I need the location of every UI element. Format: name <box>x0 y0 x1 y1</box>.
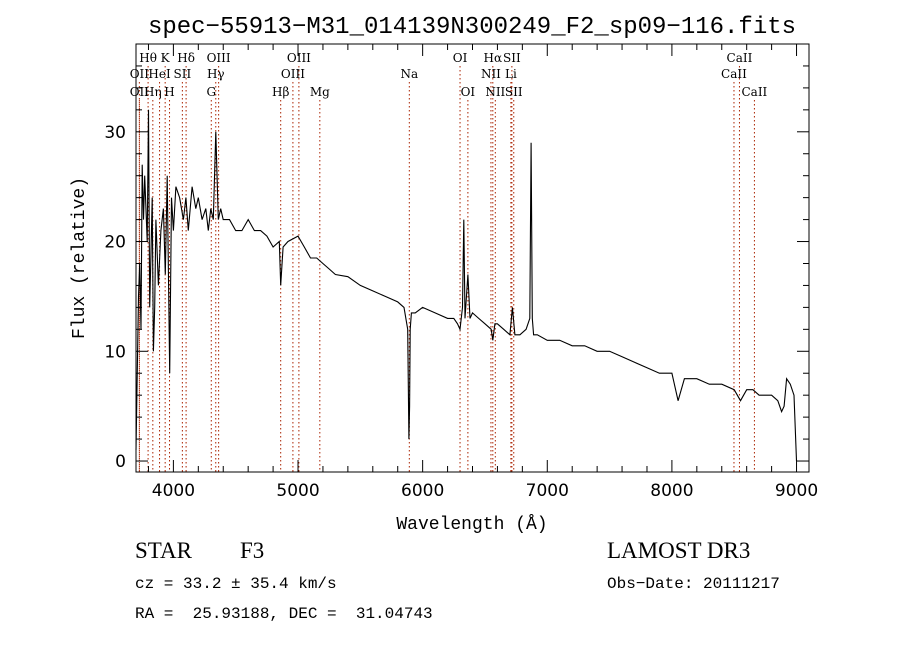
redshift-cz: cz = 33.2 ± 35.4 km/s <box>135 575 337 593</box>
spectral-line-label-12: Hβ <box>272 85 289 99</box>
spectral-line-label-20: NII <box>481 67 501 81</box>
x-tick-label: 8000 <box>650 481 693 501</box>
spectral-line-label-9: OIII <box>207 51 231 65</box>
survey-name: LAMOST DR3 <box>607 538 751 563</box>
spectral-line-label-7: Hδ <box>177 51 195 65</box>
plot-frame <box>135 43 810 473</box>
object-subclass: F3 <box>240 538 265 563</box>
spectral-line-label-6: H <box>164 85 174 99</box>
y-tick-label: 10 <box>104 342 126 362</box>
spectral-line-label-11: G <box>206 85 216 99</box>
x-tick-label: 5000 <box>276 481 319 501</box>
ra-dec-coordinates: RA = 25.93188, DEC = 31.04743 <box>135 605 433 623</box>
spectral-line-label-23: Li <box>505 67 517 81</box>
spectral-line-label-5: HeI <box>148 67 171 81</box>
spectral-line-label-26: CaII <box>721 67 747 81</box>
spectral-line-label-27: CaII <box>741 85 767 99</box>
spectral-line-label-18: OI <box>461 85 476 99</box>
y-tick-label: 0 <box>115 452 126 472</box>
spectral-line-label-24: SII <box>505 85 523 99</box>
y-tick-label: 30 <box>104 123 126 143</box>
flux-series-line <box>135 109 798 462</box>
spectral-line-label-13: OIII <box>287 51 311 65</box>
spectral-line-label-0: Hθ <box>139 51 157 65</box>
spectral-line-label-25: CaII <box>727 51 753 65</box>
object-class: STAR <box>135 538 192 563</box>
spectral-line-label-4: K <box>161 51 171 65</box>
spectral-line-label-2: OII <box>130 85 150 99</box>
spectral-line-label-22: SII <box>503 51 521 65</box>
x-tick-label: 4000 <box>152 481 195 501</box>
spectral-line-label-19: Hα <box>484 51 503 65</box>
spectral-line-label-10: Hγ <box>207 67 225 81</box>
x-tick-label: 7000 <box>526 481 569 501</box>
observation-date: Obs−Date: 20111217 <box>607 575 780 593</box>
spectral-line-label-3: Hη <box>144 85 162 99</box>
y-axis-label: Flux (relative) <box>70 177 90 339</box>
axes: 4000 5000 6000 7000 8000 9000 0 10 20 30 <box>104 44 818 501</box>
spectral-line-label-14: OIII <box>281 67 305 81</box>
spectral-line-label-16: Na <box>400 67 418 81</box>
spectral-line-label-21: NII <box>485 85 505 99</box>
y-tick-label: 20 <box>104 233 126 253</box>
spectral-line-label-1: OII <box>130 67 150 81</box>
spectral-line-label-17: OI <box>453 51 468 65</box>
spectral-line-label-8: SII <box>174 67 192 81</box>
spectral-line-label-15: Mg <box>310 85 330 99</box>
x-tick-label: 6000 <box>401 481 444 501</box>
x-axis-label: Wavelength (Å) <box>396 514 547 535</box>
chart-title: spec−55913−M31_014139N300249_F2_sp09−116… <box>148 14 796 41</box>
x-tick-label: 9000 <box>775 481 818 501</box>
